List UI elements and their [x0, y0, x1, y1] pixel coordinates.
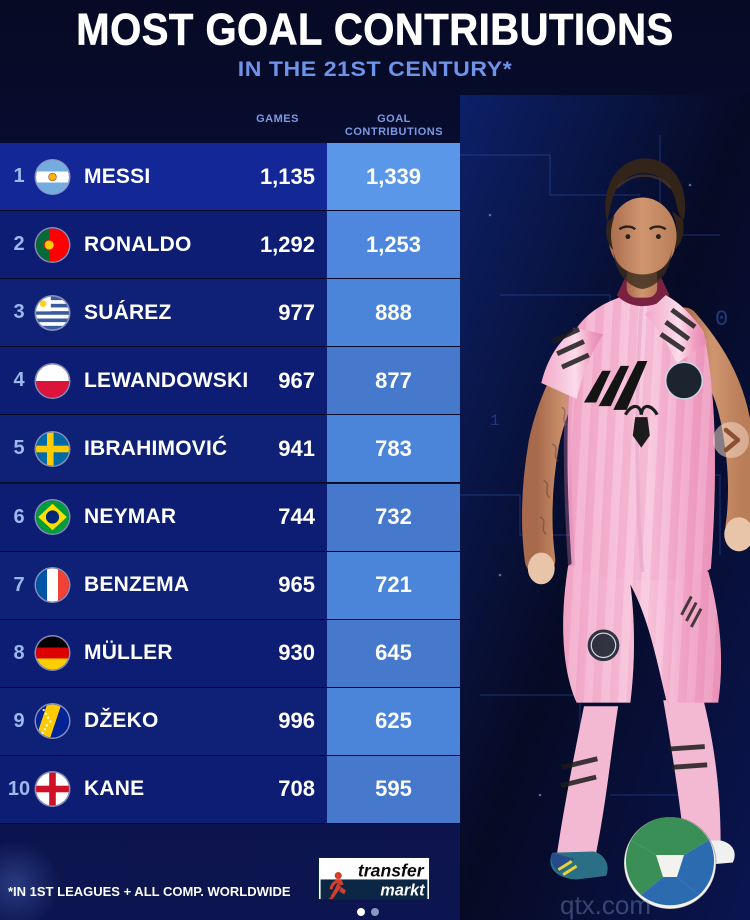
svg-text:1: 1	[490, 412, 500, 430]
svg-text:transfer: transfer	[358, 861, 425, 881]
svg-text:0: 0	[715, 307, 728, 332]
svg-text:markt: markt	[380, 882, 425, 899]
